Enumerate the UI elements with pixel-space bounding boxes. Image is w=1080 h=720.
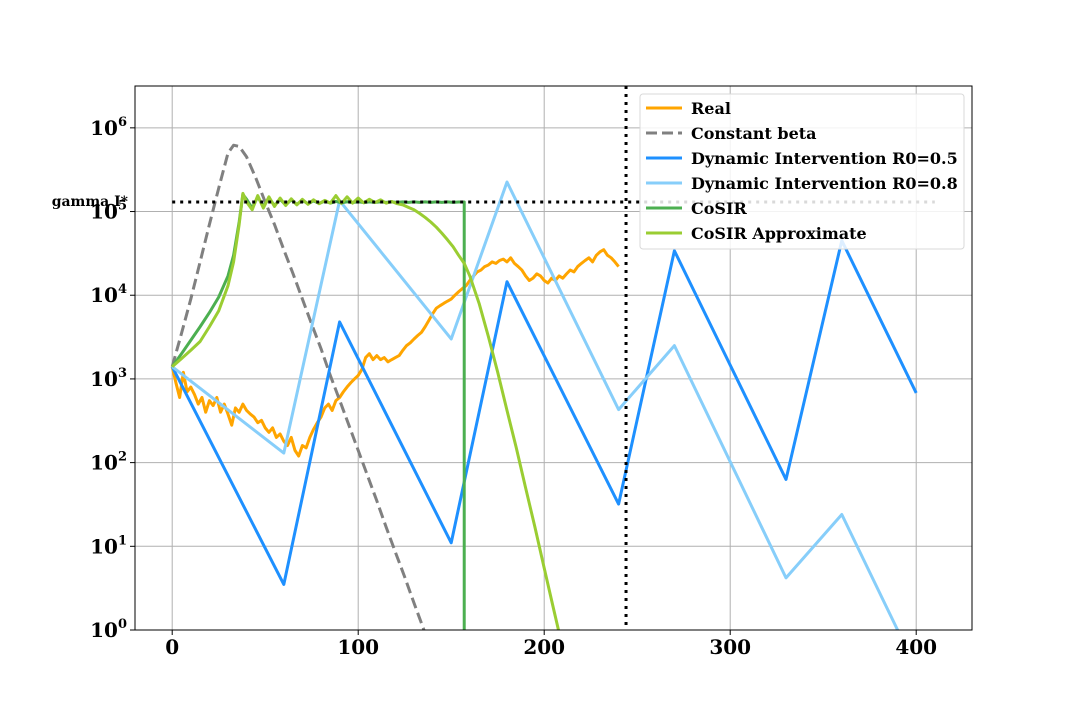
series-line-2 bbox=[170, 239, 918, 586]
legend-label-0: Real bbox=[691, 99, 731, 118]
x-tick-label-3: 300 bbox=[709, 635, 751, 659]
y-axis: 100 101 102 103 104 105 106 bbox=[90, 115, 135, 642]
plot-frame bbox=[134, 85, 973, 631]
y-tick-label-2: 102 bbox=[90, 450, 127, 475]
legend-box bbox=[639, 93, 965, 250]
x-axis: 0 100 200 300 400 bbox=[165, 630, 937, 659]
series-line-1 bbox=[170, 143, 426, 630]
legend: Real Constant beta Dynamic Intervention R0… bbox=[639, 93, 965, 250]
y-tick-label-4: 104 bbox=[90, 282, 127, 307]
legend-label-3: Dynamic Intervention R0=0.8 bbox=[691, 174, 958, 193]
x-tick-label-1: 100 bbox=[337, 635, 379, 659]
series-layer bbox=[170, 143, 918, 630]
legend-label-4: CoSIR bbox=[691, 199, 747, 218]
x-tick-label-0: 0 bbox=[165, 635, 179, 659]
y-tick-label-1: 101 bbox=[90, 533, 127, 558]
series-line-3 bbox=[171, 180, 900, 630]
reference-lines bbox=[172, 86, 935, 630]
y-tick-label-3: 103 bbox=[90, 366, 127, 391]
legend-label-5: CoSIR Approximate bbox=[691, 224, 867, 243]
y-tick-label-5: 105 bbox=[90, 199, 127, 224]
x-tick-label-4: 400 bbox=[895, 635, 937, 659]
series-line-4 bbox=[170, 192, 466, 630]
hline-label: gamma I* bbox=[52, 194, 129, 210]
legend-label-1: Constant beta bbox=[691, 124, 817, 143]
legend-label-2: Dynamic Intervention R0=0.5 bbox=[691, 149, 958, 168]
series-line-5 bbox=[171, 191, 561, 630]
x-tick-label-2: 200 bbox=[523, 635, 565, 659]
y-tick-label-0: 100 bbox=[90, 617, 127, 642]
y-tick-label-6: 106 bbox=[90, 115, 127, 140]
series-line-0 bbox=[170, 248, 620, 458]
